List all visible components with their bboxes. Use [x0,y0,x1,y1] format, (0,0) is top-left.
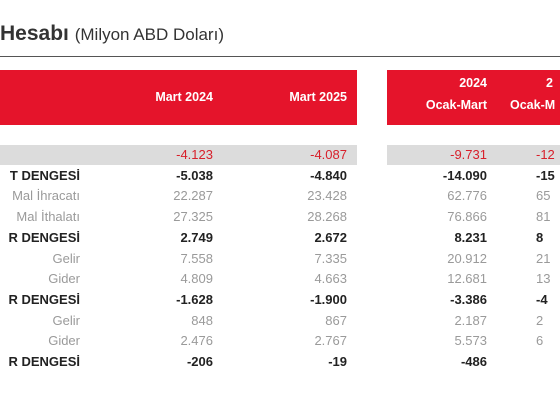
column-header: Mart 2024 [155,90,213,104]
cell-value: -4.087 [310,147,347,162]
row-label: T DENGESİ [9,167,80,183]
title-bold: Hesabı [0,22,69,45]
cell-value: 5.573 [454,333,487,349]
column-header: Mart 2025 [289,90,347,104]
cell-value: -14.090 [442,167,487,183]
column-header: 2024 [459,76,487,90]
cell-value: -15 [536,167,555,183]
cell-value: -4.123 [176,147,213,162]
cell-value: 21 [536,250,551,266]
cell-value: -9.731 [450,147,487,162]
cell-value: 2.749 [180,229,213,245]
cell-value: 7.558 [180,250,213,266]
cell-value: 28.268 [307,209,347,225]
cell-value: 4.809 [180,271,213,287]
column-header: 2 [546,76,553,90]
row-label: Gelir [52,312,80,328]
cell-value: 12.681 [447,271,487,287]
title-rest: (Milyon ABD Doları) [74,25,224,44]
row-label: Mal İhracatı [12,188,80,204]
cell-value: 2.672 [314,229,347,245]
cell-value: -19 [328,354,347,369]
cell-value: 6 [536,333,544,349]
row-label: Mal İthalatı [16,209,80,225]
row-label: Gider [48,333,80,349]
title-rule [0,56,560,57]
row-label: R DENGESİ [8,354,80,369]
cell-value: 13 [536,271,551,287]
cell-value: 2 [536,312,544,328]
cell-value: 848 [191,312,213,328]
cell-value: 23.428 [307,188,347,204]
cell-value: 2.767 [314,333,347,349]
cell-value: -1.628 [176,291,213,307]
cell-value: 8.231 [454,229,487,245]
highlight-row [0,145,357,165]
cell-value: 81 [536,209,551,225]
column-header: Ocak-Mart [425,98,487,112]
cell-value: -5.038 [176,167,213,183]
cell-value: -486 [460,354,487,369]
title: Hesabı (Milyon ABD Doları) [0,22,224,46]
cell-value: 4.663 [314,271,347,287]
column-header: Ocak-M [510,98,556,112]
cell-value: -12 [536,147,555,162]
cell-value: 76.866 [447,209,487,225]
cell-value: 867 [325,312,347,328]
row-label: Gider [48,271,80,287]
cell-value: 8 [536,229,544,245]
cell-value: -3.386 [450,291,487,307]
row-label: R DENGESİ [8,291,80,307]
cell-value: -4.840 [310,167,347,183]
cell-value: 65 [536,188,551,204]
cell-value: 2.476 [180,333,213,349]
cell-value: 7.335 [314,250,347,266]
highlight-row [387,145,560,165]
cell-value: 27.325 [173,209,213,225]
row-label: R DENGESİ [8,229,80,245]
row-label: Gelir [52,250,80,266]
header-band [0,70,357,125]
cell-value: 62.776 [447,188,487,204]
cell-value: -206 [186,354,213,369]
header-band [387,70,560,125]
cell-value: 20.912 [447,250,487,266]
cell-value: -4 [536,291,548,307]
cell-value: 2.187 [454,312,487,328]
cell-value: 22.287 [173,188,213,204]
cell-value: -1.900 [310,291,347,307]
